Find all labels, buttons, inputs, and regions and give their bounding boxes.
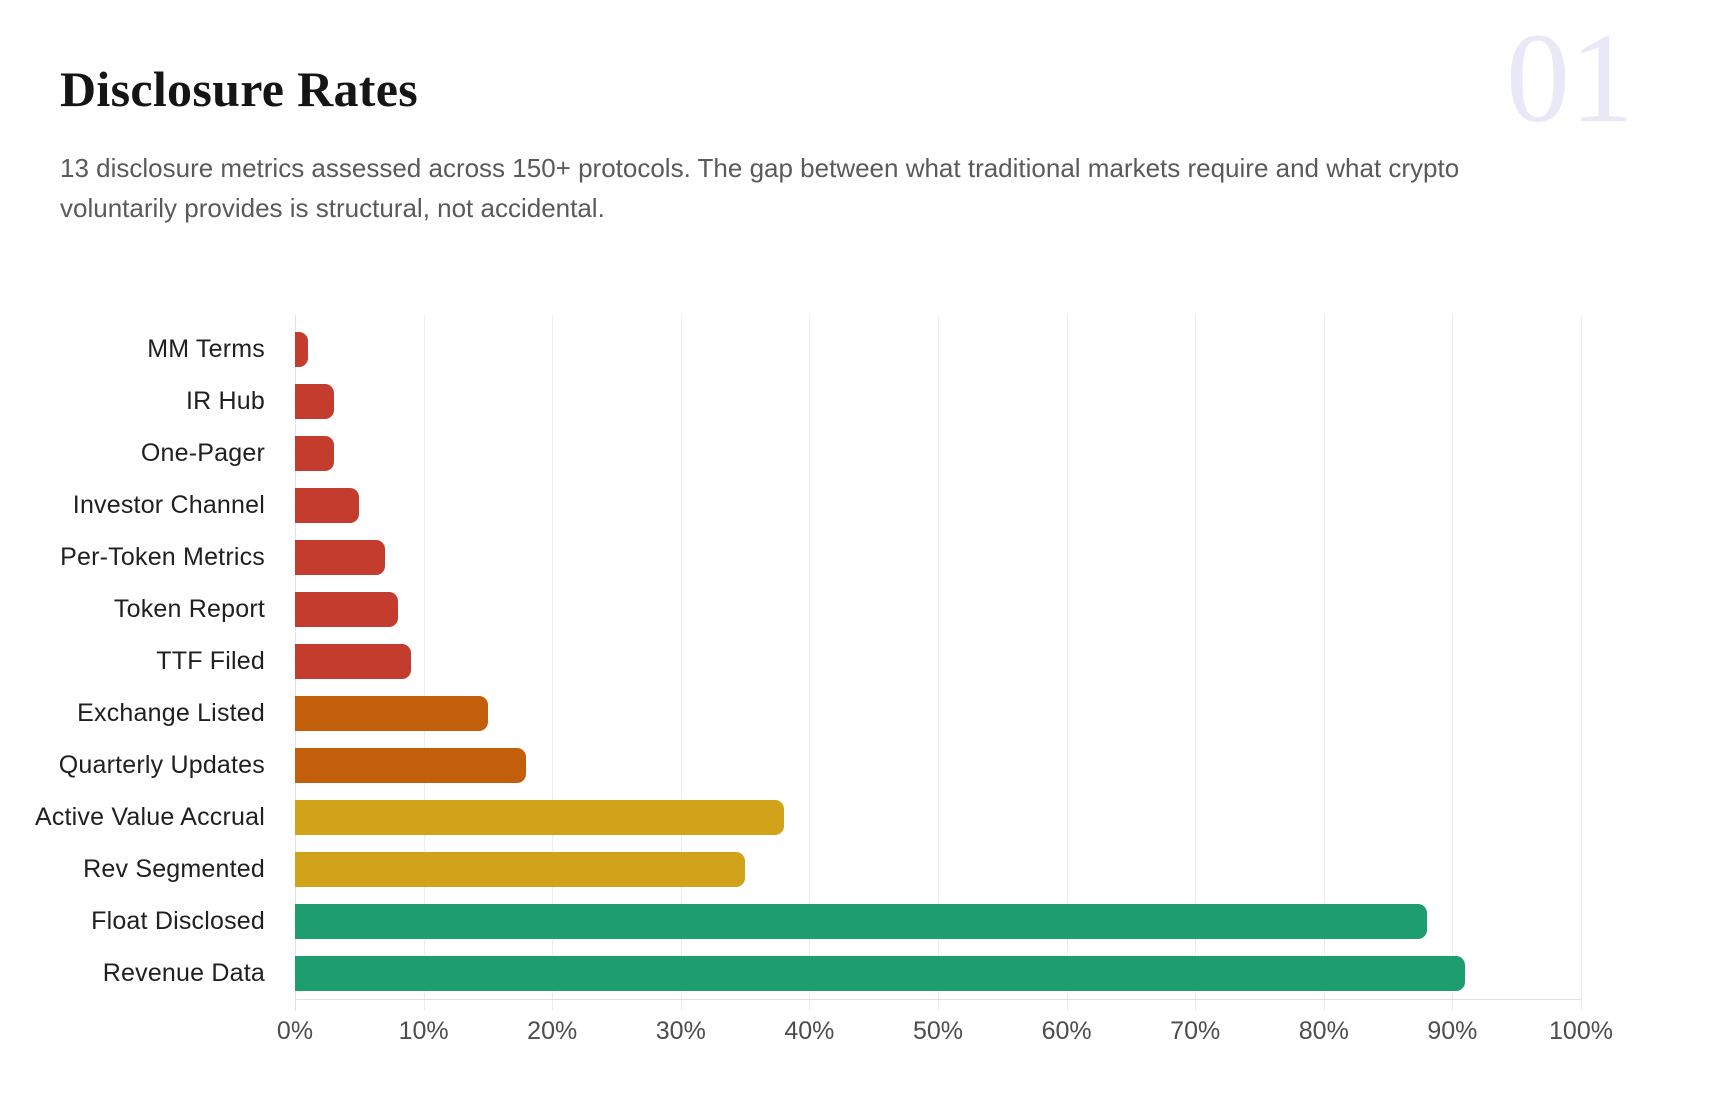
bar-track — [295, 331, 1581, 367]
page-subtitle: 13 disclosure metrics assessed across 15… — [60, 153, 1460, 224]
category-label: One-Pager — [140, 438, 265, 467]
x-tick-label: 30% — [655, 1017, 706, 1045]
bar-track — [295, 643, 1581, 679]
category-label: Investor Channel — [72, 490, 265, 519]
bar-track — [295, 851, 1581, 887]
x-tick-label: 40% — [784, 1017, 835, 1045]
bar-track — [295, 487, 1581, 523]
category-label: Token Report — [113, 594, 265, 623]
x-tick-label: 20% — [527, 1017, 578, 1045]
chart-row: Investor Channel — [0, 479, 1714, 531]
bar-track — [295, 539, 1581, 575]
gridline — [1066, 315, 1068, 1011]
chart-bar — [295, 383, 334, 419]
chart-row: Token Report — [0, 583, 1714, 635]
category-label: Float Disclosed — [91, 906, 265, 935]
bar-track — [295, 799, 1581, 835]
page-header: Disclosure Rates 13 disclosure metrics a… — [0, 0, 1714, 229]
chart-row: IR Hub — [0, 375, 1714, 427]
category-label: MM Terms — [147, 334, 265, 363]
x-tick-label: 50% — [912, 1017, 964, 1045]
x-tick-label: 100% — [1549, 1017, 1613, 1045]
bar-track — [295, 903, 1581, 939]
chart-row: Rev Segmented — [0, 843, 1714, 895]
x-tick-label: 10% — [398, 1017, 449, 1045]
chart-bar — [295, 695, 488, 731]
x-tick-label: 90% — [1427, 1017, 1478, 1045]
category-label: Per-Token Metrics — [60, 542, 265, 571]
chart-bar — [295, 539, 386, 575]
gridline — [1452, 315, 1454, 1011]
x-tick-label: 0% — [276, 1017, 314, 1045]
chart-bar — [295, 591, 398, 627]
bar-rows: MM Terms IR Hub One-Pager Investor Channel P… — [0, 323, 1714, 999]
bar-track — [295, 695, 1581, 731]
gridline — [1581, 315, 1582, 1011]
chart-bar — [295, 851, 746, 887]
gridline — [423, 315, 425, 1011]
bar-track — [295, 435, 1581, 471]
chart-row: Quarterly Updates — [0, 739, 1714, 791]
chart-bar — [295, 331, 308, 367]
gridline — [938, 315, 939, 1011]
category-label: Rev Segmented — [83, 854, 265, 883]
x-tick-label: 60% — [1041, 1017, 1092, 1045]
section-number: 01 — [1506, 7, 1634, 149]
disclosure-rates-bar-chart: MM Terms IR Hub One-Pager Investor Channel P… — [0, 315, 1714, 1053]
page-title: Disclosure Rates — [60, 61, 418, 117]
category-label: Exchange Listed — [77, 698, 265, 727]
chart-row: Active Value Accrual — [0, 791, 1714, 843]
bar-track — [295, 955, 1581, 991]
x-tick-label: 70% — [1170, 1017, 1221, 1045]
category-label: Active Value Accrual — [34, 802, 265, 831]
chart-row: TTF Filed — [0, 635, 1714, 687]
gridline — [552, 315, 554, 1011]
category-label: TTF Filed — [156, 646, 265, 675]
chart-row: MM Terms — [0, 323, 1714, 375]
x-axis: 0% 10% 20% 30% 40% 50% 60% 70% 80% 90% 100% — [277, 1017, 1613, 1053]
category-label: IR Hub — [185, 386, 265, 415]
chart-bar — [295, 747, 527, 783]
bar-track — [295, 747, 1581, 783]
chart-bar — [295, 435, 334, 471]
gridline — [1195, 315, 1197, 1011]
chart-row: Exchange Listed — [0, 687, 1714, 739]
chart-row: One-Pager — [0, 427, 1714, 479]
chart-row: Revenue Data — [0, 947, 1714, 999]
chart-bar — [295, 487, 360, 523]
gridline — [680, 315, 682, 1011]
category-label: Quarterly Updates — [58, 750, 265, 779]
chart-bar — [295, 643, 411, 679]
bar-track — [295, 591, 1581, 627]
category-label: Revenue Data — [102, 958, 265, 987]
chart-bar — [295, 799, 784, 835]
chart-row: Per-Token Metrics — [0, 531, 1714, 583]
gridline — [809, 315, 811, 1011]
x-tick-label: 80% — [1298, 1017, 1349, 1045]
bar-track — [295, 383, 1581, 419]
chart-bar — [295, 903, 1427, 939]
x-axis-baseline — [295, 999, 1581, 1000]
chart-row: Float Disclosed — [0, 895, 1714, 947]
gridline — [1323, 315, 1325, 1011]
chart-bar — [295, 955, 1466, 991]
plot-area: MM Terms IR Hub One-Pager Investor Channel P… — [0, 315, 1714, 1011]
